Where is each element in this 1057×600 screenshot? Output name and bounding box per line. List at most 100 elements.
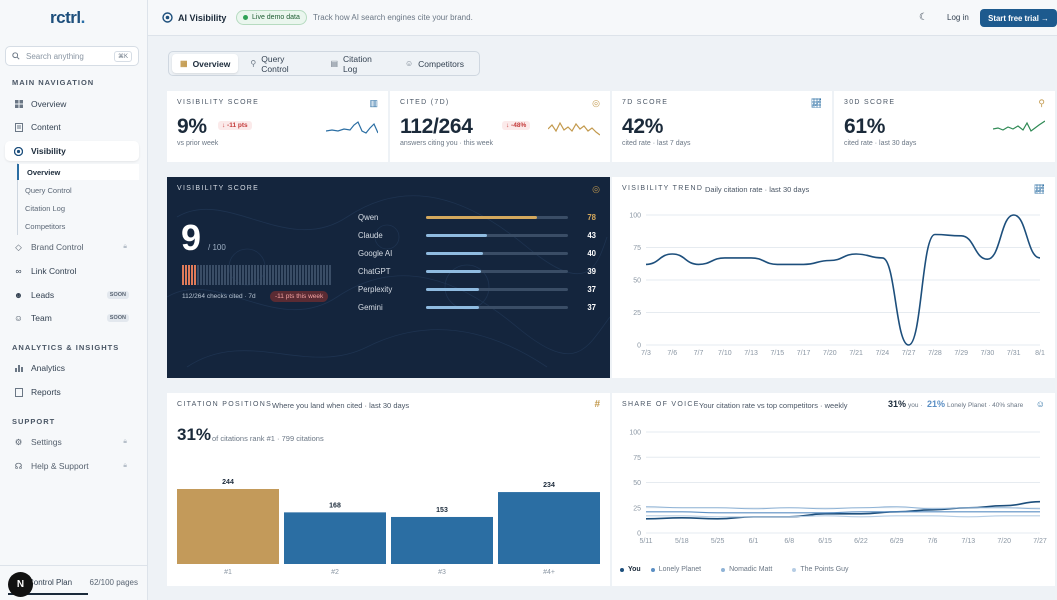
sidebar-item-label: Brand Control [31,242,84,252]
legend-item[interactable]: You [620,566,641,573]
subnav-competitors[interactable]: Competitors [25,221,66,231]
card-title: SHARE OF VOICE [622,401,700,408]
series-line [645,511,1040,514]
checks-cited: 112/264 checks cited · 7d [182,293,256,300]
bar-value-label: 234 [543,482,555,489]
subnav-citation-log[interactable]: Citation Log [25,203,66,213]
sidebar-item-brand-control[interactable]: ◇ Brand Control 🔒︎ [5,237,139,257]
start-trial-button[interactable]: Start free trial → [980,9,1057,27]
bar-chart-icon: ▥ [369,98,378,108]
card-subtitle: Your citation rate vs top competitors · … [699,401,848,410]
bar [177,489,279,564]
tab-overview[interactable]: ▦ Overview [172,54,239,73]
x-tick-label: 6/29 [890,538,904,545]
topbar: AI Visibility Live demo data Track how A… [148,0,1057,36]
search-box[interactable]: Search anything ⌘K [5,46,139,66]
engine-name: Qwen [358,213,379,222]
meter-tick [254,265,256,285]
sidebar-item-label: Help & Support [31,461,89,471]
x-tick-label: 7/3 [641,350,651,357]
meter-tick [221,265,223,285]
sparkline [548,121,600,136]
sidebar-item-content[interactable]: Content [5,117,139,137]
soon-badge: SOON [106,314,129,322]
competitor-share-label: Lonely Planet · 40% share [947,402,1024,409]
kpi-7d-score: 7D SCORE 📈︎ 42% cited rate · last 7 days [612,91,832,162]
person-icon: ☺ [14,313,23,323]
x-tick-label: 7/20 [997,538,1011,545]
search-shortcut: ⌘K [113,50,132,62]
legend-label: Lonely Planet [658,566,702,573]
kpi-value: 42% [622,115,664,138]
legend-item[interactable]: Lonely Planet [650,566,711,573]
login-link[interactable]: Log in [947,13,969,22]
meter-tick [323,265,325,285]
subnav-overview[interactable]: Overview [17,164,139,180]
bar-chart-icon [14,364,23,373]
logo[interactable]: rctrl. [50,8,85,27]
sidebar-item-label: Analytics [31,363,66,373]
meter-tick [293,265,295,285]
meter-tick [305,265,307,285]
legend-dot [650,567,655,572]
engine-bar-fill [426,252,483,255]
x-tick-label: 5/25 [711,538,725,545]
subnav-query-control[interactable]: Query Control [25,185,72,195]
meter-tick [218,265,220,285]
rank1-share-sub: of citations rank #1 · 799 citations [212,434,324,443]
y-tick-label: 75 [633,455,641,462]
plan-footer[interactable]: Control Plan 62/100 pages N [0,565,148,600]
tab-citation-log[interactable]: ▤ Citation Log [322,54,393,74]
sidebar-item-leads[interactable]: ☻ Leads SOON [5,285,139,305]
check-circle-icon: ◎ [592,184,600,194]
sidebar-item-team[interactable]: ☺ Team SOON [5,308,139,328]
score-meter [182,265,331,285]
legend-dot [620,567,624,572]
meter-tick [251,265,253,285]
sidebar-item-label: Reports [31,387,61,397]
tag-icon: ◇ [15,241,22,252]
positions-chart: 244 #1 168 #2 153 #3 234 #4+ [177,479,600,576]
sidebar-item-reports[interactable]: Reports [5,382,139,402]
sidebar-item-help[interactable]: ☊ Help & Support 🔒︎ [5,456,139,476]
engine-value: 43 [587,231,596,240]
tab-query-control[interactable]: ⚲ Query Control [242,53,318,74]
meter-tick [311,265,313,285]
tab-label: Query Control [261,53,289,74]
series-line [645,214,1041,346]
sidebar-item-analytics[interactable]: Analytics [5,358,139,378]
search-input[interactable]: Search anything [26,51,84,61]
engine-name: Perplexity [358,285,393,294]
search-icon: ⚲ [250,59,257,68]
subnav-line [17,163,18,235]
y-tick-label: 100 [629,213,641,220]
x-tick-label: 7/31 [1007,350,1021,357]
kpi-label: VISIBILITY SCORE [177,99,260,106]
legend-label: The Points Guy [800,566,849,573]
kpi-sub: cited rate · last 30 days [844,140,917,147]
legend-item[interactable]: The Points Guy [792,566,858,573]
moon-icon[interactable]: ☾ [919,12,928,23]
avatar[interactable]: N [8,572,33,597]
sidebar-item-settings[interactable]: ⚙ Settings 🔒︎ [5,432,139,452]
y-tick-label: 50 [633,278,641,285]
grid-icon: ▦ [180,59,188,68]
sidebar-item-overview[interactable]: Overview [5,94,139,114]
x-tick-label: 7/27 [902,350,916,357]
x-tick-label: 7/24 [876,350,890,357]
engine-bar [426,234,568,237]
bar [284,512,386,564]
line-chart-icon: 📈︎ [810,98,822,108]
sidebar-item-link-control[interactable]: ∞ Link Control [5,261,139,281]
legend-item[interactable]: Nomadic Matt [721,566,782,573]
page-title: AI Visibility [178,13,227,23]
competitor-share: 21% [927,399,946,409]
meter-tick [194,265,196,285]
meter-tick [182,265,184,285]
sidebar-item-visibility[interactable]: Visibility [5,141,139,161]
tab-competitors[interactable]: ☺ Competitors [397,54,472,73]
engine-bar [426,270,568,273]
live-badge-label: Live demo data [252,14,300,21]
engine-value: 37 [587,285,596,294]
panel-title: VISIBILITY SCORE [177,185,260,192]
